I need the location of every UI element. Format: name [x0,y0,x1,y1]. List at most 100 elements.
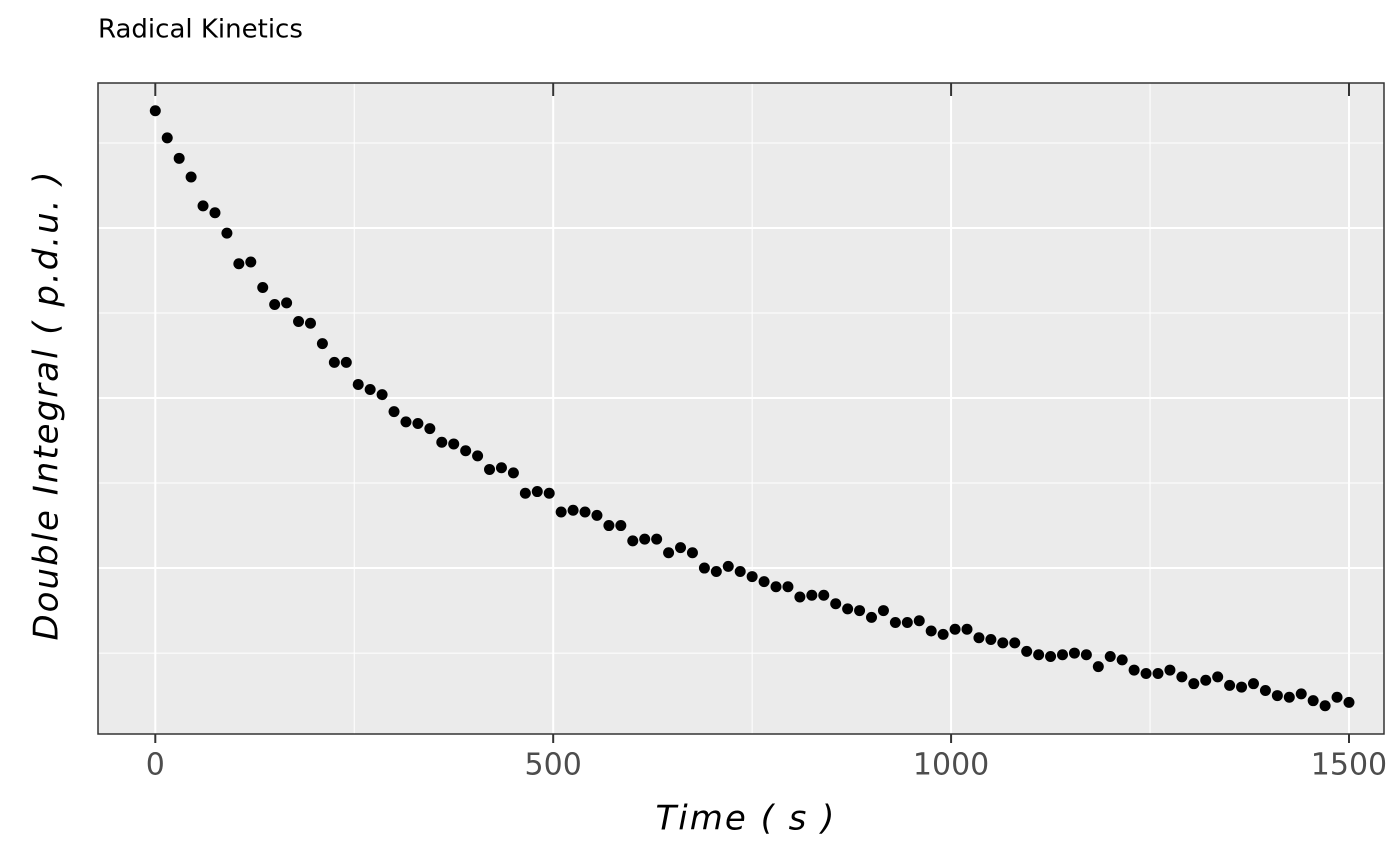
point [1128,664,1140,676]
point [686,547,698,559]
point [543,487,555,499]
plot-background [98,83,1384,734]
point [376,389,388,401]
point [472,450,484,462]
point [448,438,460,450]
point [698,562,710,574]
point [1212,671,1224,683]
point [1057,649,1068,661]
x-tick-label: 1500 [1311,748,1387,783]
point [1319,700,1331,712]
point [316,338,328,350]
point [1021,645,1033,657]
point [293,316,305,328]
x-axis-label: Time ( s ) [656,799,837,839]
point [388,406,400,418]
point [806,589,818,601]
point [1140,667,1152,679]
point [364,384,376,396]
point [412,418,424,430]
point [663,547,675,559]
point [913,615,925,627]
point [1331,691,1343,703]
point [1247,678,1259,690]
point [854,605,866,617]
point [1224,679,1236,691]
point [484,463,496,475]
point [949,623,961,635]
point [579,506,591,518]
point [1188,678,1200,690]
point [842,603,854,615]
point [746,571,758,583]
point [507,467,519,479]
point [794,591,806,603]
point [866,611,878,623]
point [531,486,543,498]
point [555,506,567,518]
point [1259,684,1271,696]
y-axis-label: Double Integral ( p.d.u. ) [27,169,67,640]
point [1068,647,1080,659]
point [1092,661,1104,673]
point [495,462,507,474]
point [770,581,782,593]
point [1200,674,1212,686]
point [1116,654,1128,666]
point [675,542,687,554]
point [603,520,615,532]
point [257,282,269,294]
point [758,576,770,588]
point [1283,691,1295,703]
x-tick-label: 1000 [913,748,989,783]
point [519,487,531,499]
point [161,132,173,144]
point [1152,667,1164,679]
point [460,445,472,457]
point [281,297,293,309]
point [209,207,221,219]
point [173,152,185,164]
point [221,227,233,239]
point [567,504,579,516]
point [352,378,364,390]
point [1343,696,1355,708]
point [1009,637,1021,649]
point [436,436,448,448]
point [304,317,316,329]
point [722,560,734,572]
point [1295,688,1307,700]
point [734,565,746,577]
point [889,616,901,628]
point [710,565,722,577]
plot-border [97,82,1385,735]
point [1104,650,1116,662]
x-tick-label: 0 [146,748,165,783]
chart-title: Radical Kinetics [98,15,303,45]
point [197,200,209,212]
point [877,605,889,617]
point [185,171,197,183]
point [245,256,257,268]
point [615,520,627,532]
point [1033,649,1045,661]
x-tick-label: 500 [525,748,582,783]
point [818,589,830,601]
point [782,581,794,593]
point [985,633,997,645]
point [1307,695,1319,707]
point [997,637,1009,649]
point [961,623,973,635]
point [233,258,245,270]
point [627,535,639,547]
point [269,299,281,311]
point [651,533,663,545]
point [973,632,985,644]
point [830,598,842,610]
point [400,416,412,428]
point [1080,649,1092,661]
point [1271,690,1283,702]
point [1176,671,1188,683]
